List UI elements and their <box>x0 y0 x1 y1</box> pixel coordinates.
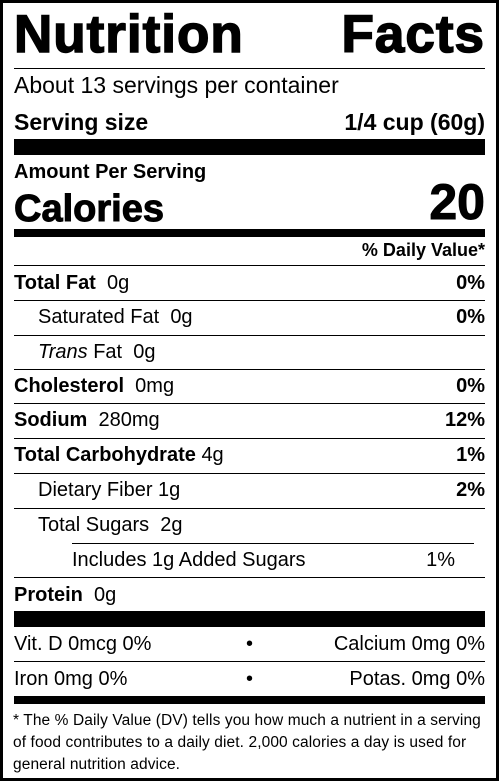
thick-divider <box>14 139 485 155</box>
dietary-fiber-row: Dietary Fiber 1g 2% <box>14 474 485 507</box>
calories-label: Calories <box>14 187 165 230</box>
cholesterol-row: Cholesterol 0mg 0% <box>14 370 485 403</box>
dietary-fiber-amount: 1g <box>158 479 181 501</box>
dietary-fiber-dv: 2% <box>456 479 485 501</box>
calcium: Calcium 0mg 0% <box>333 632 485 655</box>
divider <box>14 438 485 439</box>
bullet: • <box>245 632 253 655</box>
title-left: Nutrition <box>13 4 244 65</box>
divider <box>14 300 485 301</box>
trans-fat-amount: 0g <box>133 341 156 363</box>
amount-per-serving: Amount Per Serving <box>14 160 207 183</box>
divider <box>14 68 485 69</box>
trans-fat-label: Fat <box>93 341 123 363</box>
divider <box>72 543 474 544</box>
label-title: Nutrition Facts <box>13 4 485 65</box>
added-sugars-label: Includes 1g Added Sugars <box>72 549 306 571</box>
iron: Iron 0mg 0% <box>14 667 128 690</box>
serving-size-value: 1/4 cup (60g) <box>344 108 485 135</box>
calories-row: Calories 20 <box>14 174 486 231</box>
divider <box>14 265 485 266</box>
daily-value-header: % Daily Value* <box>361 239 485 260</box>
divider <box>14 335 485 336</box>
protein-label: Protein <box>14 583 83 606</box>
cholesterol-amount: 0mg <box>135 375 175 397</box>
divider <box>14 508 485 509</box>
servings-per-container: About 13 servings per container <box>14 71 339 98</box>
saturated-fat-label: Saturated Fat <box>38 306 160 328</box>
divider <box>14 577 485 578</box>
vitamin-row-2: Iron 0mg 0% • Potas. 0mg 0% <box>14 662 485 696</box>
dietary-fiber-label: Dietary Fiber <box>38 479 153 501</box>
saturated-fat-dv: 0% <box>456 306 485 328</box>
total-sugars-label: Total Sugars <box>38 514 150 536</box>
saturated-fat-amount: 0g <box>170 306 193 328</box>
protein-row: Protein 0g <box>14 578 485 612</box>
protein-amount: 0g <box>94 583 117 606</box>
potassium: Potas. 0mg 0% <box>349 667 485 690</box>
medium-divider <box>14 696 485 704</box>
sodium-label: Sodium <box>14 409 88 431</box>
total-sugars-amount: 2g <box>160 514 183 536</box>
total-fat-dv: 0% <box>456 271 485 294</box>
trans-fat-italic: Trans <box>38 341 88 363</box>
total-sugars-row: Total Sugars 2g <box>14 509 485 542</box>
label-content: Nutrition Facts About 13 servings per co… <box>13 3 486 778</box>
trans-fat-row: Trans Fat 0g <box>14 336 485 369</box>
divider <box>14 661 485 662</box>
total-carb-amount: 4g <box>201 444 224 466</box>
thick-divider <box>14 611 485 627</box>
cholesterol-label: Cholesterol <box>14 375 125 397</box>
serving-size-row: Serving size 1/4 cup (60g) <box>14 107 485 137</box>
added-sugars-dv: 1% <box>426 549 455 571</box>
total-carb-label: Total Carbohydrate <box>14 444 196 466</box>
amount-per-serving-row: Amount Per Serving <box>14 160 485 184</box>
daily-value-header-row: % Daily Value* <box>14 238 485 262</box>
vit-d: Vit. D 0mcg 0% <box>14 632 152 655</box>
footnote: * The % Daily Value (DV) tells you how m… <box>13 712 481 773</box>
calories-value: 20 <box>429 174 486 231</box>
total-carb-row: Total Carbohydrate 4g 1% <box>14 439 485 472</box>
cholesterol-dv: 0% <box>456 375 485 397</box>
saturated-fat-row: Saturated Fat 0g 0% <box>14 301 485 334</box>
total-fat-row: Total Fat 0g 0% <box>14 267 485 299</box>
servings-row: About 13 servings per container <box>14 71 485 99</box>
bullet: • <box>245 667 253 690</box>
vitamin-row-1: Vit. D 0mcg 0% • Calcium 0mg 0% <box>14 627 485 661</box>
title-right: Facts <box>341 4 485 65</box>
divider <box>14 369 485 370</box>
added-sugars-row: Includes 1g Added Sugars 1% <box>14 544 485 577</box>
total-fat-amount: 0g <box>106 271 130 294</box>
total-carb-dv: 1% <box>456 444 485 466</box>
serving-size-label: Serving size <box>14 108 149 135</box>
sodium-amount: 280mg <box>98 409 160 431</box>
sodium-row: Sodium 280mg 12% <box>14 404 485 437</box>
total-fat-label: Total Fat <box>14 271 96 294</box>
divider <box>14 403 485 404</box>
medium-divider <box>14 229 485 237</box>
sodium-dv: 12% <box>444 409 485 431</box>
divider <box>14 473 485 474</box>
